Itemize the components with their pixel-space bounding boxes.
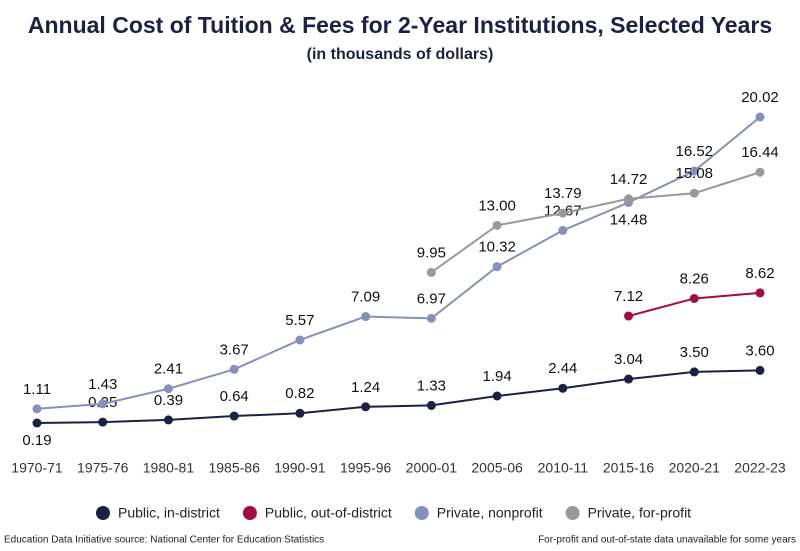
data-point bbox=[426, 313, 436, 323]
data-label: 5.57 bbox=[285, 312, 314, 329]
data-point bbox=[689, 293, 699, 303]
data-label: 3.50 bbox=[680, 344, 709, 361]
chart-title: Annual Cost of Tuition & Fees for 2-Year… bbox=[28, 12, 772, 38]
data-label: 2.41 bbox=[154, 361, 183, 378]
data-point bbox=[558, 225, 568, 235]
x-tick-label: 2020-21 bbox=[669, 460, 721, 476]
data-label: 1.11 bbox=[23, 381, 51, 398]
data-point bbox=[295, 335, 305, 345]
data-label: 7.12 bbox=[614, 288, 643, 305]
data-label: 10.32 bbox=[478, 239, 516, 256]
footnote: For-profit and out-of-state data unavail… bbox=[538, 535, 796, 546]
data-point bbox=[689, 367, 699, 377]
data-label: 1.43 bbox=[88, 376, 117, 393]
legend-marker bbox=[414, 506, 429, 520]
data-point bbox=[426, 400, 436, 410]
data-point bbox=[295, 408, 305, 418]
legend-marker bbox=[96, 506, 110, 520]
data-label: 0.64 bbox=[220, 388, 249, 405]
data-point bbox=[229, 364, 239, 374]
data-label: 20.02 bbox=[741, 89, 779, 106]
data-label: 0.39 bbox=[154, 392, 183, 409]
data-point bbox=[32, 404, 42, 414]
data-point bbox=[755, 167, 765, 177]
data-label: 14.72 bbox=[610, 171, 648, 188]
legend-label: Public, in-district bbox=[118, 505, 220, 521]
data-label: 13.00 bbox=[478, 197, 516, 214]
legend-marker bbox=[565, 506, 580, 520]
legend-label: Private, nonprofit bbox=[437, 505, 543, 521]
data-point bbox=[492, 262, 502, 272]
data-point bbox=[163, 415, 173, 425]
data-label: 16.52 bbox=[675, 143, 713, 160]
series-line bbox=[430, 171, 761, 274]
data-point bbox=[689, 188, 699, 198]
data-label: 0.82 bbox=[285, 385, 314, 402]
data-label: 0.19 bbox=[22, 432, 51, 449]
data-point bbox=[163, 384, 173, 394]
data-point bbox=[492, 220, 502, 230]
data-label: 1.24 bbox=[351, 379, 380, 396]
source-note: Education Data Initiative source: Nation… bbox=[4, 535, 324, 546]
series-line bbox=[36, 369, 761, 424]
x-tick-label: 1985-86 bbox=[208, 460, 260, 476]
data-point bbox=[755, 365, 765, 375]
x-tick-label: 1995-96 bbox=[340, 460, 392, 476]
data-point bbox=[361, 402, 371, 412]
data-label: 8.62 bbox=[745, 265, 774, 282]
data-point bbox=[98, 399, 108, 409]
data-point bbox=[624, 311, 634, 321]
data-label: 7.09 bbox=[351, 288, 380, 305]
data-label: 15.08 bbox=[675, 165, 713, 182]
data-label: 6.97 bbox=[417, 290, 446, 307]
data-point bbox=[755, 112, 765, 122]
data-label: 3.67 bbox=[220, 341, 249, 358]
data-label: 3.60 bbox=[745, 342, 774, 359]
data-point bbox=[624, 194, 634, 204]
data-point bbox=[229, 411, 239, 421]
data-label: 13.79 bbox=[544, 185, 582, 202]
data-label: 16.44 bbox=[741, 144, 779, 161]
data-point bbox=[755, 288, 765, 298]
data-point bbox=[426, 267, 436, 277]
data-point bbox=[98, 417, 108, 427]
data-label: 1.33 bbox=[417, 377, 446, 394]
x-tick-label: 2015-16 bbox=[603, 460, 655, 476]
legend-marker bbox=[242, 506, 257, 520]
data-point bbox=[689, 166, 699, 176]
x-tick-label: 1975-76 bbox=[77, 460, 129, 476]
data-point bbox=[361, 312, 371, 322]
data-label: 1.94 bbox=[482, 368, 511, 385]
data-label: 14.48 bbox=[610, 211, 648, 228]
data-label: 2.44 bbox=[548, 360, 577, 377]
series-line bbox=[36, 116, 761, 410]
data-point bbox=[492, 391, 502, 401]
data-label: 8.26 bbox=[680, 270, 709, 287]
data-point bbox=[32, 418, 42, 428]
chart-subtitle: (in thousands of dollars) bbox=[307, 46, 494, 63]
x-tick-label: 2005-06 bbox=[471, 460, 523, 476]
legend-label: Private, for-profit bbox=[588, 505, 692, 521]
data-point bbox=[624, 374, 634, 384]
x-tick-label: 2010-11 bbox=[538, 460, 589, 476]
x-tick-label: 1980-81 bbox=[143, 460, 195, 476]
x-tick-label: 2022-23 bbox=[734, 460, 786, 476]
legend-label: Public, out-of-district bbox=[265, 505, 392, 521]
x-tick-label: 1990-91 bbox=[274, 460, 326, 476]
x-tick-label: 2000-01 bbox=[406, 460, 458, 476]
data-label: 3.04 bbox=[614, 351, 643, 368]
data-point bbox=[558, 208, 568, 218]
data-label: 9.95 bbox=[417, 244, 446, 261]
data-point bbox=[558, 383, 568, 393]
x-tick-label: 1970-71 bbox=[11, 460, 63, 476]
